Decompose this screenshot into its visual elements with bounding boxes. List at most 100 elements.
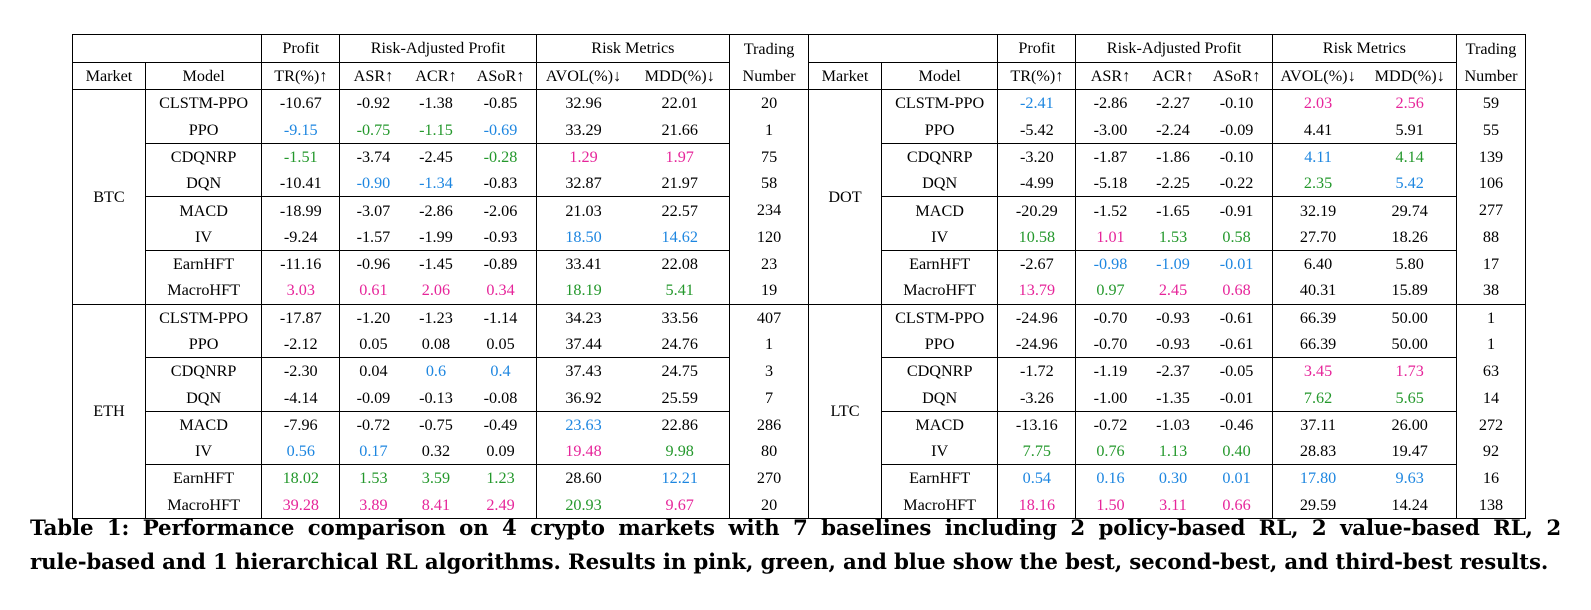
header-market-right: Market xyxy=(808,61,882,90)
metric-asr-right: 1.01 xyxy=(1075,223,1145,251)
metric-trades-left: 286 xyxy=(729,411,809,439)
metric-acr-left: 8.41 xyxy=(406,491,466,519)
header-number-right: Number xyxy=(1456,62,1526,90)
metric-asr-right: -5.18 xyxy=(1075,170,1145,197)
metric-avol-left: 34.23 xyxy=(535,303,631,331)
metric-trades-left: 80 xyxy=(729,438,809,465)
metric-avol-right: 37.11 xyxy=(1271,410,1364,439)
header-model-left: Model xyxy=(144,61,262,90)
metric-avol-left: 37.43 xyxy=(535,357,631,385)
header-row-groups: Profit Risk-Adjusted Profit Risk Metrics… xyxy=(71,34,1526,63)
metric-tr-right: -4.99 xyxy=(997,170,1076,197)
metric-trades-left: 1 xyxy=(729,116,809,144)
header-avol-left: AVOL(%)↓ xyxy=(535,61,631,90)
header-empty-right xyxy=(808,34,998,63)
metric-asor-left: -0.89 xyxy=(465,249,537,278)
metric-tr-right: -20.29 xyxy=(997,196,1076,224)
table-row: IV 0.56 0.17 0.32 0.09 19.48 9.98 80 IV 7.75 0.76 1… xyxy=(73,438,1526,465)
metric-acr-left: -0.13 xyxy=(419,388,453,407)
metric-tr-left: -9.15 xyxy=(261,116,340,144)
metric-trades-right: 63 xyxy=(1456,357,1526,385)
metric-asor-right: 0.58 xyxy=(1222,227,1251,246)
table-row: DQN -10.41 -0.90 -1.34 -0.83 32.87 21.97 58 DQN -… xyxy=(73,170,1526,197)
metric-asr-left: -3.74 xyxy=(339,142,407,171)
model-name-right: DQN xyxy=(880,170,998,197)
metric-tr-right: 0.54 xyxy=(997,464,1076,492)
header-risk-adjusted-left: Risk-Adjusted Profit xyxy=(339,34,537,63)
metric-asor-right: -0.10 xyxy=(1201,142,1273,171)
metric-trades-left: 270 xyxy=(729,464,809,492)
metric-mdd-left: 22.86 xyxy=(630,410,730,439)
metric-avol-left: 37.44 xyxy=(535,330,631,358)
model-name-right: DQN xyxy=(880,384,998,412)
metric-tr-left: -4.14 xyxy=(261,384,340,412)
metric-avol-right: 7.62 xyxy=(1271,384,1364,412)
metric-avol-right: 66.39 xyxy=(1271,330,1364,358)
header-mdd-left: MDD(%)↓ xyxy=(630,61,730,90)
metric-trades-left: 20 xyxy=(729,491,809,519)
model-name-left: DQN xyxy=(144,170,262,197)
metric-avol-right: 29.59 xyxy=(1271,491,1364,519)
market-cell-left: ETH xyxy=(72,303,146,519)
metric-acr-right: -1.35 xyxy=(1156,388,1190,407)
metric-mdd-left: 14.62 xyxy=(661,227,698,246)
metric-trades-right: 139 xyxy=(1456,143,1526,171)
header-acr-right: ACR↑ xyxy=(1144,61,1202,90)
table-row: PPO -9.15 -0.75 -1.15 -0.69 33.29 21.66 1 PPO -5.… xyxy=(73,116,1526,144)
model-name-right: IV xyxy=(880,438,998,465)
metric-asor-left: 0.34 xyxy=(486,281,515,300)
metric-avol-left: 28.60 xyxy=(535,464,631,492)
metric-asor-left: 0.4 xyxy=(465,357,537,385)
metric-asor-left: -0.93 xyxy=(483,227,518,246)
metric-avol-right: 2.35 xyxy=(1271,170,1364,197)
metric-mdd-left: 5.41 xyxy=(665,281,694,300)
metric-asor-right: 0.66 xyxy=(1201,491,1273,519)
metric-acr-left: 0.32 xyxy=(421,442,451,461)
model-name-left: PPO xyxy=(144,116,262,144)
metric-asor-left: 2.49 xyxy=(465,491,537,519)
metric-acr-right: -2.37 xyxy=(1144,357,1202,385)
header-asr-right: ASR↑ xyxy=(1075,61,1145,90)
metric-asr-right: -0.72 xyxy=(1075,410,1145,439)
metric-asr-right: -3.00 xyxy=(1075,116,1145,144)
table-caption: Table 1: Performance comparison on 4 cry… xyxy=(30,512,1561,580)
metric-asor-right: -0.01 xyxy=(1201,249,1273,278)
header-row-metrics: Market Model TR(%)↑ ASR↑ ACR↑ ASoR↑ AVOL… xyxy=(72,61,1526,90)
metric-asor-right: -0.61 xyxy=(1201,303,1273,331)
metric-mdd-left: 22.57 xyxy=(630,196,730,224)
model-name-right: CLSTM-PPO xyxy=(880,303,998,331)
metric-asor-left: -0.83 xyxy=(483,174,518,193)
metric-acr-right: -2.27 xyxy=(1144,89,1202,117)
metric-mdd-right: 14.24 xyxy=(1363,491,1457,519)
table-row: CDQNRP -2.30 0.04 0.6 0.4 37.43 24.75 3 CDQNRP -1… xyxy=(73,357,1526,385)
model-name-right: CDQNRP xyxy=(880,357,998,385)
header-avol-right: AVOL(%)↓ xyxy=(1271,61,1364,90)
metric-avol-right: 66.39 xyxy=(1271,303,1364,331)
header-tr-right: TR(%)↑ xyxy=(997,61,1076,90)
metric-tr-left: -9.24 xyxy=(261,223,340,251)
table-row: MACD -18.99 -3.07 -2.86 -2.06 21.03 22.57 234 MA… xyxy=(73,196,1526,224)
metric-asr-right: -1.52 xyxy=(1075,196,1145,224)
metric-asr-left: -0.09 xyxy=(339,384,407,412)
metric-asr-right: 0.97 xyxy=(1075,277,1145,305)
metric-acr-right: 2.45 xyxy=(1158,281,1188,300)
metric-asr-right: -1.19 xyxy=(1075,357,1145,385)
metric-mdd-left: 24.76 xyxy=(661,335,698,353)
model-name-right: CLSTM-PPO xyxy=(880,89,998,117)
model-name-left: DQN xyxy=(144,384,262,412)
metric-tr-right: -3.26 xyxy=(997,384,1076,412)
metric-trades-right: 1 xyxy=(1456,303,1526,331)
metric-asor-left: -1.14 xyxy=(465,303,537,331)
metric-acr-left: -0.75 xyxy=(406,410,466,439)
metric-asr-right: 0.76 xyxy=(1075,438,1145,465)
header-asor-left: ASoR↑ xyxy=(465,61,537,90)
header-risk-metrics-right: Risk Metrics xyxy=(1271,34,1457,63)
metric-asor-left: -0.69 xyxy=(483,120,518,139)
model-name-right: PPO xyxy=(880,330,998,358)
metric-acr-right: -1.03 xyxy=(1144,410,1202,439)
metric-trades-left: 234 xyxy=(729,196,809,224)
metric-tr-right: 7.75 xyxy=(997,438,1076,465)
model-name-right: MacroHFT xyxy=(880,491,998,519)
metric-asor-left: 0.05 xyxy=(486,335,515,353)
metric-asr-right: -2.86 xyxy=(1075,89,1145,117)
